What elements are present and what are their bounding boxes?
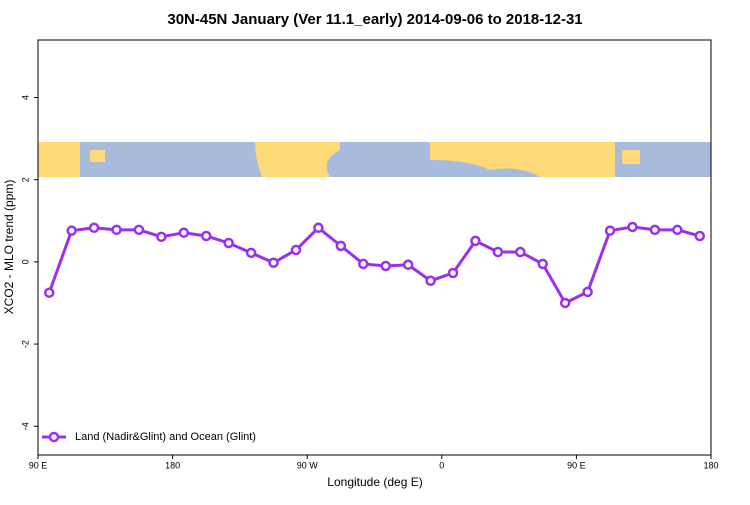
point: [604, 225, 616, 236]
point: [156, 231, 167, 243]
point: [313, 222, 324, 234]
point: [582, 286, 593, 298]
point: [268, 257, 279, 268]
point: [694, 230, 706, 242]
series-line: [47, 225, 701, 305]
y-tick-label: -4: [20, 422, 30, 430]
chart-title: 30N-45N January (Ver 11.1_early) 2014-09…: [167, 11, 582, 28]
x-tick-label: 180: [165, 460, 180, 470]
point: [111, 224, 122, 236]
plot-frame: [37, 39, 712, 456]
point: [43, 287, 55, 298]
x-tick-label: 90 E: [29, 460, 48, 470]
point: [88, 222, 100, 234]
point: [178, 227, 190, 238]
point: [358, 258, 369, 270]
point: [380, 260, 391, 272]
x-axis-label: Longitude (deg E): [327, 475, 422, 489]
x-tick-label: 90 E: [567, 460, 586, 470]
point: [627, 221, 638, 233]
point: [245, 247, 257, 259]
point: [223, 237, 234, 249]
point: [470, 235, 481, 247]
point: [447, 267, 459, 279]
point: [335, 240, 347, 252]
point: [66, 225, 77, 236]
legend-marker: [48, 431, 60, 443]
point: [537, 258, 548, 270]
y-tick-label: -2: [20, 340, 30, 348]
y-tick-label: 2: [20, 177, 30, 182]
point: [133, 224, 145, 236]
x-tick-label: 0: [439, 460, 444, 470]
x-tick-label: 180: [703, 460, 718, 470]
point: [649, 224, 661, 236]
x-tick-label: 90 W: [297, 460, 319, 470]
point: [425, 275, 436, 287]
point: [559, 297, 571, 309]
point: [201, 230, 212, 242]
y-tick-label: 0: [20, 259, 30, 264]
map-strip: [38, 142, 711, 177]
y-tick-label: 4: [20, 95, 30, 100]
point: [492, 246, 504, 258]
point: [672, 224, 683, 236]
point: [515, 246, 526, 258]
y-axis-label: XCO2 - MLO trend (ppm): [2, 180, 16, 315]
legend-label: Land (Nadir&Glint) and Ocean (Glint): [75, 431, 256, 443]
point: [402, 259, 414, 271]
point: [290, 244, 302, 256]
